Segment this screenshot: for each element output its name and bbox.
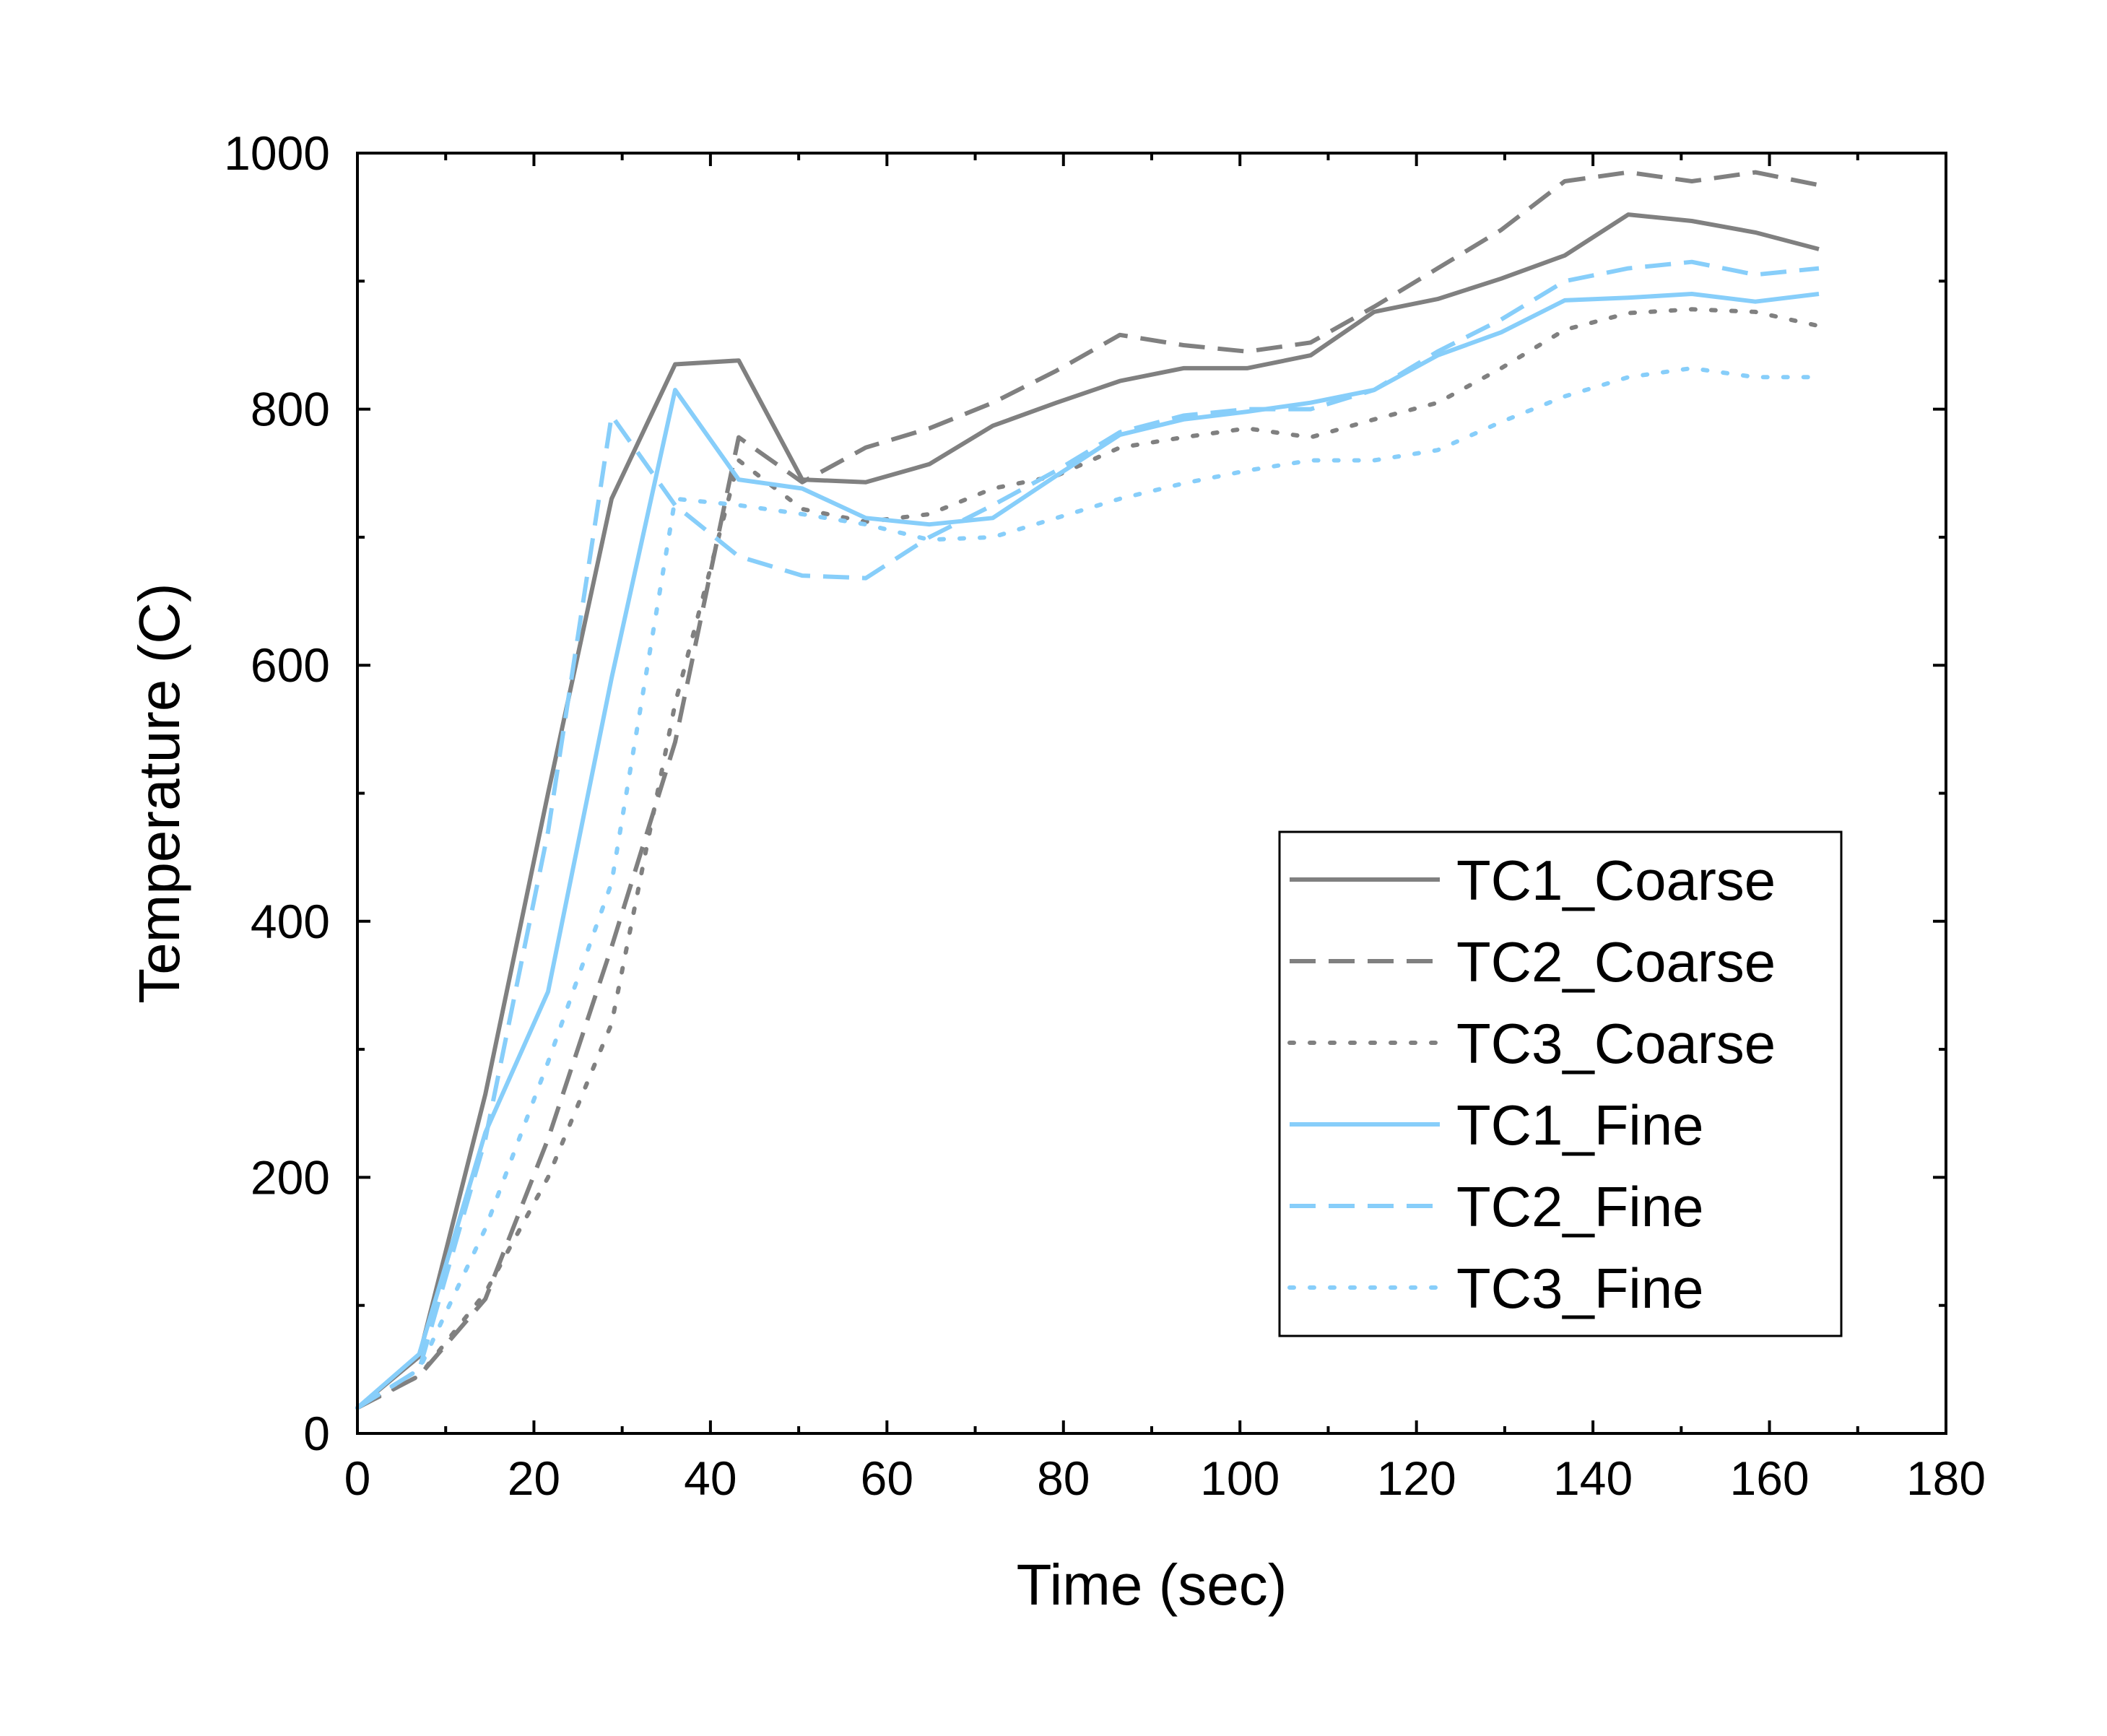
x-tick-label: 80 xyxy=(1037,1451,1090,1505)
y-tick-label: 1000 xyxy=(224,126,330,180)
y-axis-title: Temperature (C) xyxy=(127,583,191,1003)
legend-label: TC2_Fine xyxy=(1456,1175,1703,1238)
legend-label: TC2_Coarse xyxy=(1456,930,1776,994)
x-tick-label: 180 xyxy=(1906,1451,1986,1505)
series-line-tc3-fine xyxy=(355,365,1821,1410)
axis-ticks: 0 20 40 60 80 100 120 140 160 180 0 200 400 600 800 100… xyxy=(224,126,1986,1505)
series-line-tc1-fine xyxy=(356,292,1820,1410)
series-line-tc1-coarse xyxy=(356,212,1820,1410)
legend-label: TC3_Fine xyxy=(1456,1257,1703,1320)
x-tick-label: 120 xyxy=(1377,1451,1456,1505)
series-lines xyxy=(355,170,1821,1410)
y-tick-label: 600 xyxy=(251,638,330,692)
y-tick-label: 0 xyxy=(303,1407,330,1460)
legend-box xyxy=(1278,830,1843,1337)
legend-label: TC3_Coarse xyxy=(1456,1012,1776,1075)
x-tick-label: 0 xyxy=(344,1451,371,1505)
y-tick-label: 800 xyxy=(251,383,330,436)
x-tick-label: 20 xyxy=(508,1451,560,1505)
series-line-tc2-coarse xyxy=(356,170,1820,1410)
x-axis-title: Time (sec) xyxy=(1017,1553,1287,1617)
legend-label: TC1_Fine xyxy=(1456,1093,1703,1157)
x-tick-label: 40 xyxy=(684,1451,737,1505)
y-tick-label: 200 xyxy=(251,1150,330,1204)
series-line-tc2-fine xyxy=(356,259,1820,1410)
x-tick-label: 60 xyxy=(861,1451,913,1505)
x-tick-label: 160 xyxy=(1729,1451,1809,1505)
y-tick-label: 400 xyxy=(251,895,330,948)
legend: TC1_Coarse TC2_Coarse TC3_Coarse TC1_Fine TC… xyxy=(1278,830,1843,1337)
x-tick-label: 100 xyxy=(1200,1451,1280,1505)
legend-label: TC1_Coarse xyxy=(1456,849,1776,912)
series-line-tc3-coarse xyxy=(355,307,1821,1410)
x-tick-label: 140 xyxy=(1553,1451,1633,1505)
